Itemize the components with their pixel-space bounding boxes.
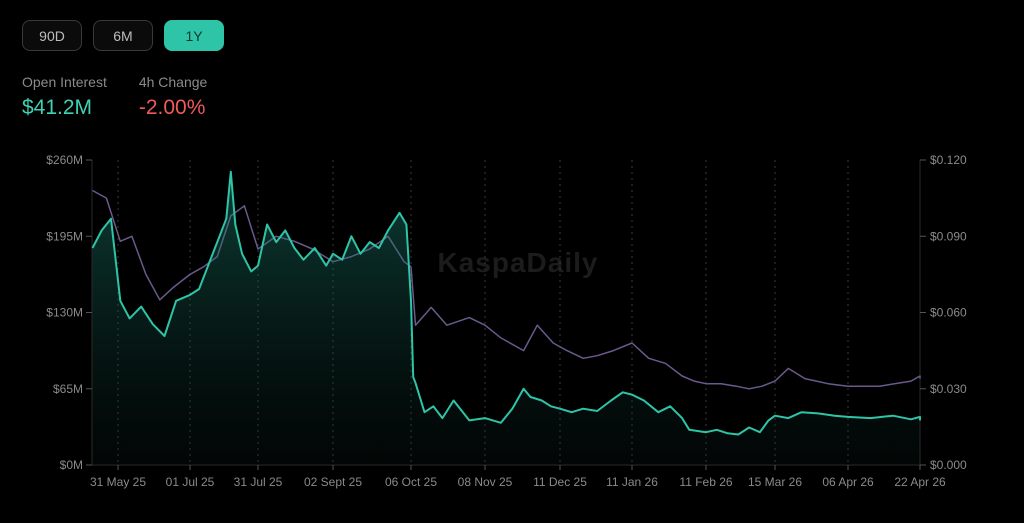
y-left-tick-label: $65M (53, 382, 83, 396)
x-tick-label: 06 Apr 26 (822, 475, 874, 489)
range-6m-button[interactable]: 6M (93, 20, 153, 51)
open-interest-value: $41.2M (22, 96, 93, 119)
y-right-tick-label: $0.060 (930, 306, 967, 320)
y-right-tick-label: $0.120 (930, 153, 967, 167)
open-interest-stat: Open Interest $41.2M (22, 74, 107, 120)
watermark-text: KaspaDaily (438, 247, 599, 278)
open-interest-area-fill (92, 171, 920, 465)
y-left-tick-label: $0M (60, 458, 83, 472)
change-4h-label: 4h Change (138, 74, 208, 90)
y-left-tick-label: $195M (46, 229, 83, 243)
open-interest-label: Open Interest (22, 74, 107, 90)
range-selector: 90D 6M 1Y (22, 20, 224, 51)
open-interest-chart: KaspaDaily $0M $65M $130M $195M $260M $0.000 $0… (46, 153, 967, 489)
x-tick-label: 31 May 25 (90, 475, 146, 489)
stats-row: Open Interest $41.2M 4h Change -2.00% (22, 74, 207, 120)
y-right-tick-label: $0.090 (930, 229, 967, 243)
y-right-tick-label: $0.030 (930, 382, 967, 396)
x-tick-label: 15 Mar 26 (748, 475, 802, 489)
y-right-tick-label: $0.000 (930, 458, 967, 472)
y-left-tick-label: $260M (46, 153, 83, 167)
x-tick-label: 11 Jan 26 (606, 475, 658, 489)
range-90d-button[interactable]: 90D (22, 20, 82, 51)
x-tick-label: 31 Jul 25 (234, 475, 283, 489)
change-4h-stat: 4h Change -2.00% (139, 74, 208, 120)
x-tick-label: 06 Oct 25 (385, 475, 437, 489)
x-tick-label: 22 Apr 26 (894, 475, 946, 489)
open-interest-series-line (91, 170, 921, 436)
change-4h-value: -2.00% (138, 96, 206, 119)
x-tick-label: 11 Dec 25 (533, 475, 587, 489)
x-tick-label: 11 Feb 26 (679, 475, 732, 489)
x-tick-label: 02 Sept 25 (304, 475, 362, 489)
y-left-tick-label: $130M (46, 306, 83, 320)
x-tick-label: 08 Nov 25 (458, 475, 513, 489)
x-tick-label: 01 Jul 25 (166, 475, 215, 489)
range-1y-button[interactable]: 1Y (164, 20, 224, 51)
